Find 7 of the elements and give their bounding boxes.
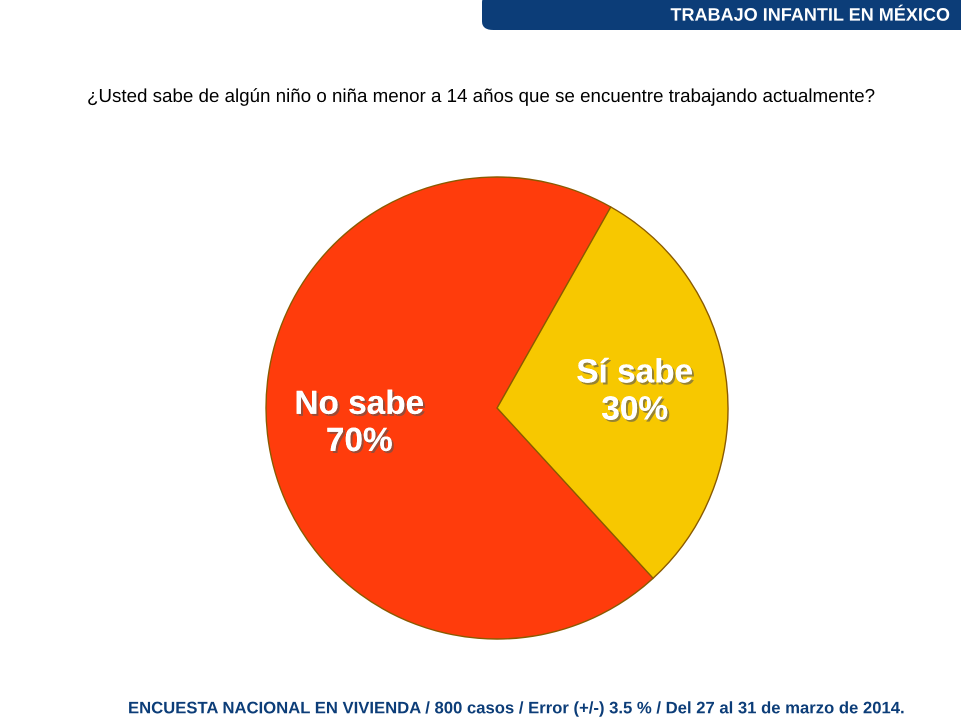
- data-label: 30%: [602, 396, 670, 422]
- data-label: 70%: [327, 428, 394, 454]
- chart-subtitle: ¿Usted sabe de algún niño o niña menor a 14 años que se encuentre trabajando actualmente?: [88, 88, 874, 106]
- text: TRABAJO INFANTIL EN MÉXICO: [670, 4, 950, 21]
- slice-label: Sí sabe: [577, 358, 694, 385]
- slice-label: No sabe: [296, 390, 426, 416]
- text: ENCUESTA NACIONAL EN VIVIENDA / 800 casos / Error (+/-) 3.5 % / Del 27 al 31 de marzo de 2014.: [129, 701, 904, 717]
